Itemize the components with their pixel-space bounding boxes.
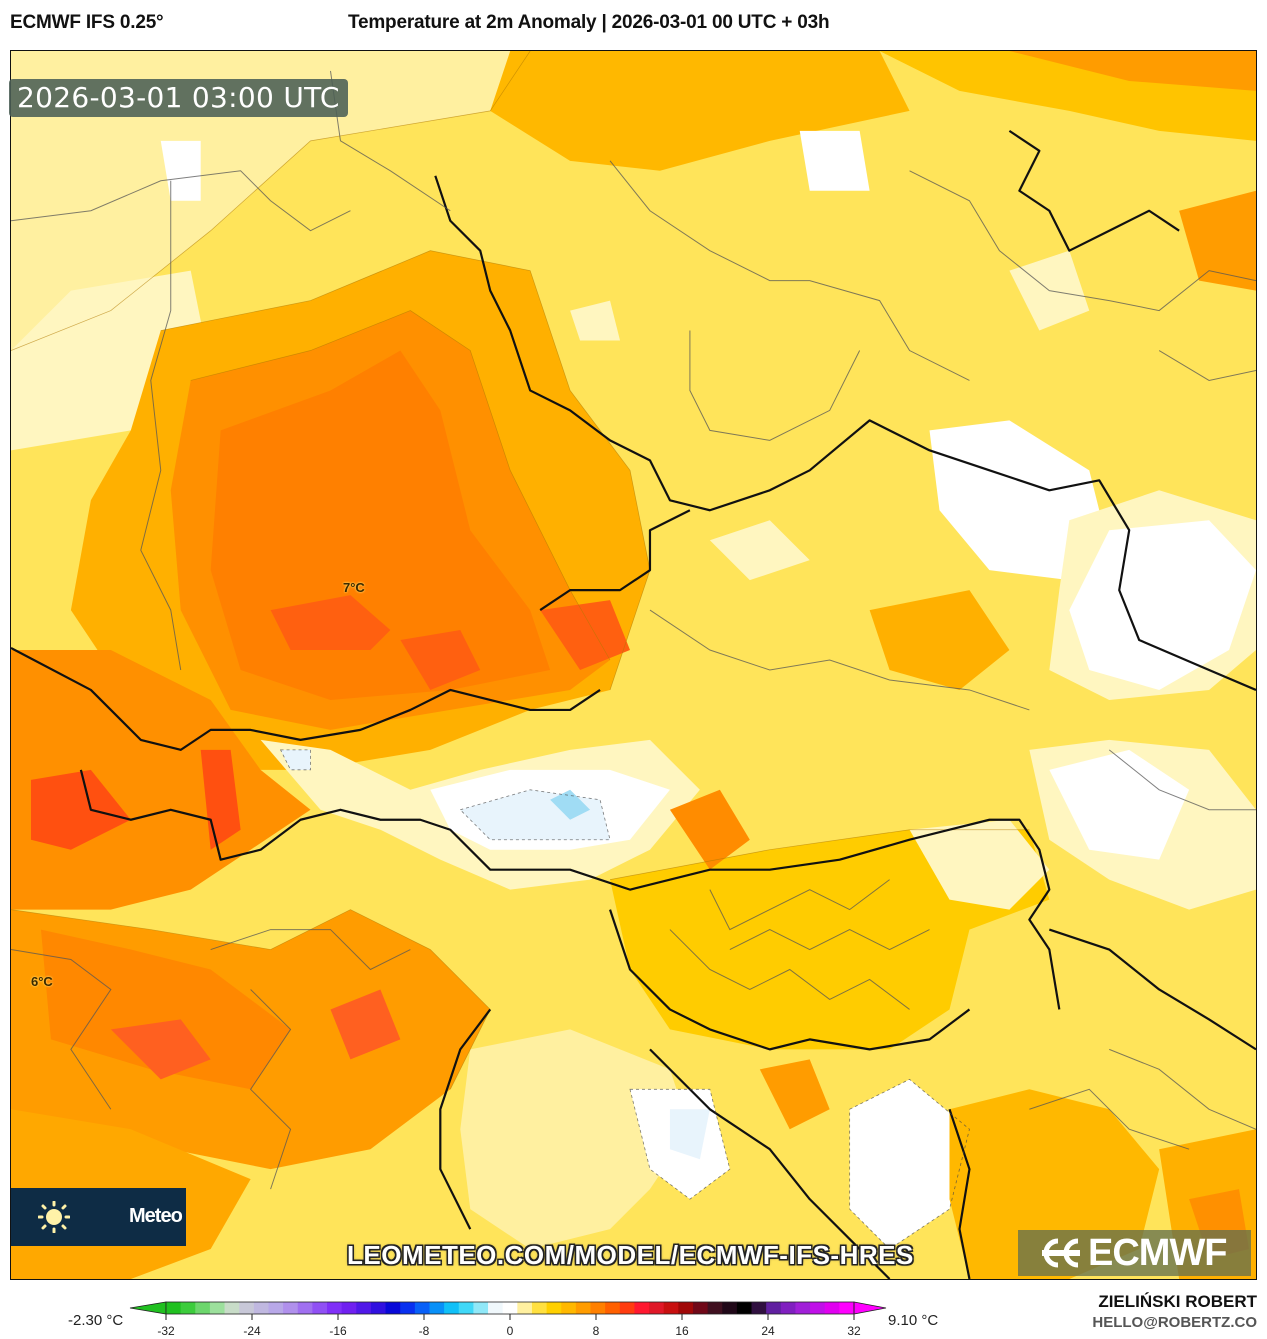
brand-text: Meteo [129, 1205, 183, 1227]
author-name: ZIELIŃSKI ROBERT [1098, 1292, 1257, 1311]
colorbar-tick-label: -8 [418, 1324, 430, 1338]
temperature-label: 6°C [31, 974, 53, 989]
colorbar-tick-label: -24 [243, 1324, 261, 1338]
author-email[interactable]: HELLO@ROBERTZ.CO [1092, 1314, 1257, 1331]
colorbar-tick-label: 0 [506, 1324, 514, 1338]
ecmwf-logo: ECMWF [1018, 1230, 1251, 1276]
colorbar-tick-label: 24 [761, 1324, 775, 1338]
source-watermark: LEOMETEO.COM/MODEL/ECMWF-IFS-HRES [347, 1240, 914, 1270]
colorbar-tick-label: -16 [329, 1324, 347, 1338]
ecmwf-logo-mark-icon [1042, 1238, 1080, 1268]
colorbar-min-label: -2.30 °C [68, 1312, 124, 1329]
colorbar [110, 1299, 890, 1339]
map-field [11, 51, 1256, 1279]
sun-icon [38, 1201, 70, 1233]
colorbar-tick-label: 32 [847, 1324, 861, 1338]
meteo-brand-box[interactable]: Meteo [11, 1188, 186, 1246]
colorbar-max-label: 9.10 °C [888, 1312, 939, 1329]
model-name: ECMWF IFS 0.25° [10, 12, 164, 33]
chart-title: Temperature at 2m Anomaly | 2026-03-01 0… [348, 12, 830, 33]
colorbar-gradient [129, 1301, 887, 1320]
colorbar-tick-label: -32 [157, 1324, 175, 1338]
temperature-label: 7°C [343, 580, 365, 595]
colorbar-tick-label: 16 [675, 1324, 689, 1338]
temperature-anomaly-map[interactable] [10, 50, 1257, 1280]
ecmwf-logo-text: ECMWF [1088, 1231, 1228, 1274]
colorbar-tick-label: 8 [592, 1324, 600, 1338]
valid-time-badge: 2026-03-01 03:00 UTC [9, 79, 348, 117]
